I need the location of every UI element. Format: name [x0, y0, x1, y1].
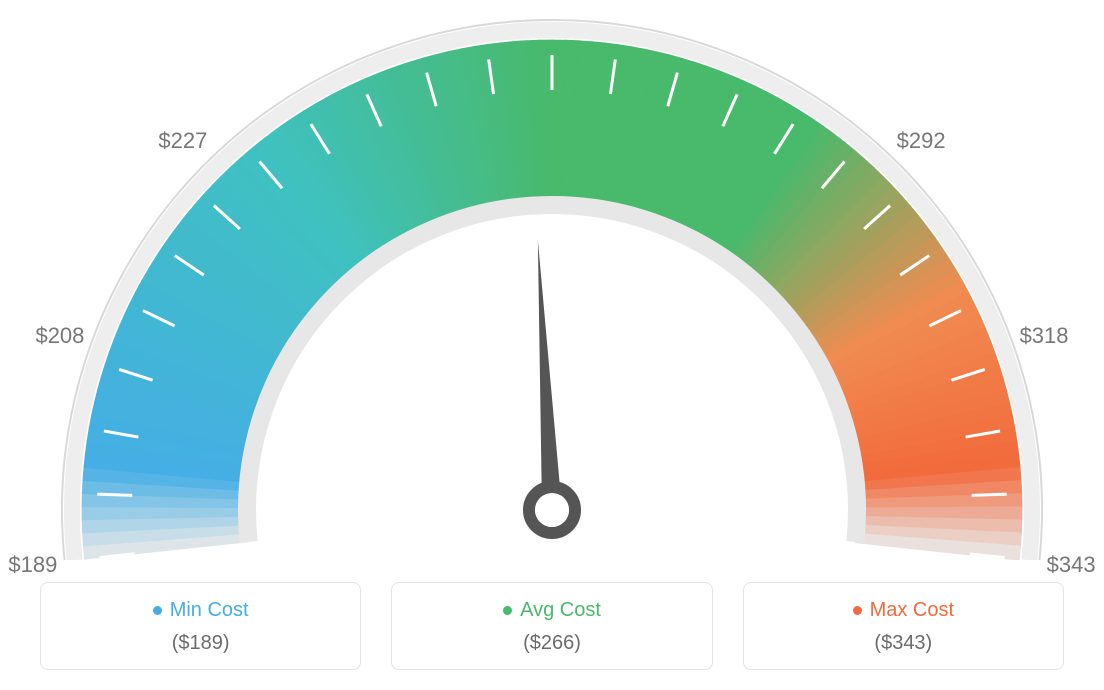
- legend-label: Avg Cost: [520, 599, 601, 622]
- gauge-tick-label: $266: [528, 0, 577, 1]
- dot-icon: [853, 606, 862, 615]
- gauge-area: $189$208$227$266$292$318$343: [0, 0, 1104, 560]
- legend-label: Min Cost: [170, 599, 249, 622]
- gauge-tick-label: $227: [158, 128, 207, 154]
- legend-value: ($266): [523, 632, 581, 655]
- legend-card-avg: Avg Cost ($266): [391, 582, 712, 670]
- legend-title-max: Max Cost: [853, 599, 954, 622]
- legend-label: Max Cost: [870, 599, 954, 622]
- legend-row: Min Cost ($189) Avg Cost ($266) Max Cost…: [0, 582, 1104, 670]
- legend-title-avg: Avg Cost: [503, 599, 601, 622]
- dot-icon: [503, 606, 512, 615]
- gauge-tick-label: $343: [1047, 552, 1096, 578]
- legend-card-min: Min Cost ($189): [40, 582, 361, 670]
- legend-title-min: Min Cost: [153, 599, 249, 622]
- legend-card-max: Max Cost ($343): [743, 582, 1064, 670]
- gauge-tick-label: $208: [35, 323, 84, 349]
- legend-value: ($343): [874, 632, 932, 655]
- gauge-svg: [0, 0, 1104, 560]
- chart-container: $189 $208 $227 $266 $292 $318 $343 Min Cost ($…: [0, 0, 1104, 690]
- gauge-tick-label: $318: [1020, 323, 1069, 349]
- gauge-tick-label: $292: [897, 128, 946, 154]
- dot-icon: [153, 606, 162, 615]
- legend-value: ($189): [172, 632, 230, 655]
- gauge-tick-label: $189: [8, 552, 57, 578]
